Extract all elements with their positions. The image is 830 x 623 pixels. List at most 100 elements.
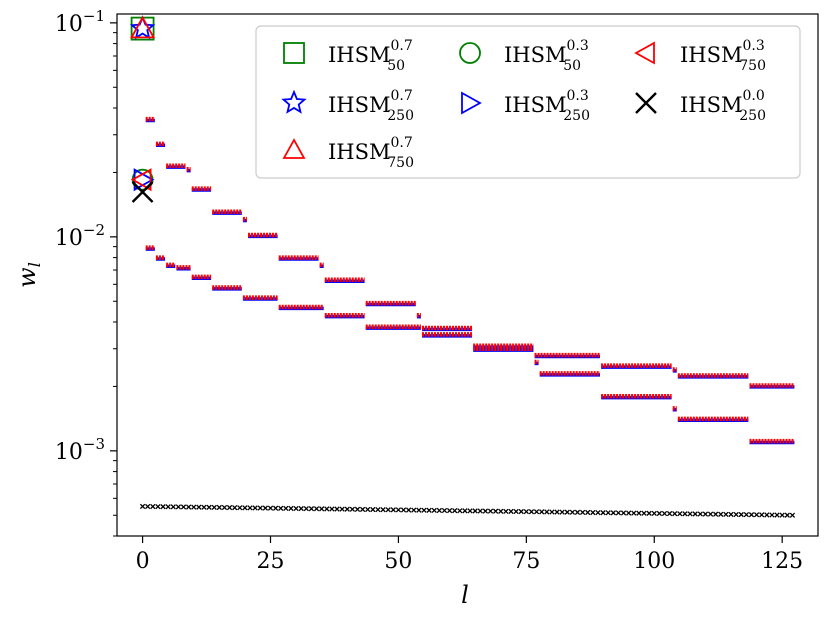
series-2-point-31 xyxy=(298,505,304,512)
series-2-point-114 xyxy=(723,511,729,518)
legend-label-4: IHSM0.3 250 xyxy=(504,88,590,124)
y-tick-label-1: 10−2 xyxy=(55,221,105,251)
series-2-point-35 xyxy=(319,506,325,512)
series-2-point-41 xyxy=(349,506,356,512)
series-2-point-54 xyxy=(416,507,422,513)
series-2-point-28 xyxy=(283,505,289,512)
series-2-point-33 xyxy=(308,506,315,512)
series-2-point-59 xyxy=(441,507,448,514)
series-2-point-106 xyxy=(682,511,688,517)
series-2-point-94 xyxy=(620,510,627,516)
series-2-point-98 xyxy=(641,510,647,516)
series-2-point-101 xyxy=(656,510,663,517)
series-2-point-50 xyxy=(395,507,402,513)
series-2-point-29 xyxy=(288,505,294,512)
series-2-point-121 xyxy=(759,512,765,518)
x-axis-ticks: 0 25 50 75 100 125 xyxy=(136,536,803,574)
series-2-point-16 xyxy=(221,504,228,511)
legend-marker-3 xyxy=(459,42,481,64)
series-2-point-49 xyxy=(390,507,396,513)
series-2-point-79 xyxy=(544,509,550,515)
x-tick-label-2: 50 xyxy=(384,549,412,574)
legend-label-1: IHSM0.7 250 xyxy=(328,88,414,124)
series-2-point-26 xyxy=(272,505,279,511)
series-2-point-60 xyxy=(446,507,453,514)
series-2-point-48 xyxy=(385,507,391,513)
series-2-point-71 xyxy=(503,508,509,515)
series-2-point-22 xyxy=(252,505,258,511)
series-2-point-32 xyxy=(303,505,309,512)
series-2-point-110 xyxy=(702,511,709,517)
series-2-point-66 xyxy=(477,508,483,514)
series-2-point-105 xyxy=(677,511,683,517)
series-2-point-55 xyxy=(421,507,427,513)
series-2-point-97 xyxy=(636,510,642,516)
y-axis-label: wl xyxy=(13,262,44,288)
series-2-point-15 xyxy=(216,504,222,511)
legend-marker-1 xyxy=(281,89,307,114)
series-2-point-74 xyxy=(518,508,524,515)
series-2-point-61 xyxy=(452,507,458,514)
legend-label-0: IHSM0.7 50 xyxy=(328,38,413,74)
series-2-point-103 xyxy=(666,510,673,517)
first-point-triangle-0.7-750 xyxy=(130,15,156,39)
series-2-point-91 xyxy=(605,510,611,516)
series-2-point-113 xyxy=(718,511,724,517)
series-2-point-68 xyxy=(487,508,494,514)
series-2-point-1 xyxy=(145,503,151,510)
series-2-point-87 xyxy=(585,509,591,516)
series-2-point-9 xyxy=(185,504,192,510)
series-2-point-17 xyxy=(226,504,233,511)
series-2-point-23 xyxy=(257,505,263,511)
series-2-point-78 xyxy=(539,509,545,515)
series-2-point-8 xyxy=(180,504,187,510)
series-2-point-83 xyxy=(564,509,570,515)
series-2-point-62 xyxy=(457,508,463,514)
series-2-point-119 xyxy=(748,512,755,518)
first-point-star-0.7-250 xyxy=(129,15,156,40)
x-axis-label: l xyxy=(461,581,469,609)
series-2-point-44 xyxy=(365,506,371,513)
series-2-point-14 xyxy=(211,504,217,511)
series-2-point-5 xyxy=(165,504,171,510)
first-point-x-0.0-250 xyxy=(131,181,154,203)
legend-label-5: IHSM0.0 250 xyxy=(680,88,766,124)
series-2-point-12 xyxy=(201,504,207,510)
series-2-point-57 xyxy=(431,507,437,514)
x-tick-label-0: 0 xyxy=(136,549,150,574)
series-2-point-65 xyxy=(472,508,478,514)
series-2-point-53 xyxy=(411,507,417,513)
series-2-point-112 xyxy=(713,511,719,517)
series-2-point-18 xyxy=(232,505,238,511)
series-2-point-46 xyxy=(375,506,381,513)
series-2-point-56 xyxy=(426,507,432,513)
first-point-triangle-left-0.3-750 xyxy=(130,168,152,192)
first-point-triangle-right-0.3-250 xyxy=(133,168,155,192)
series-2-point-40 xyxy=(344,506,350,512)
series-2-point-24 xyxy=(262,505,269,511)
series-2-point-37 xyxy=(329,506,335,512)
x-tick-label-1: 25 xyxy=(257,549,285,574)
series-2-point-111 xyxy=(707,511,714,517)
series-2-point-0 xyxy=(139,503,146,510)
series-2-point-108 xyxy=(692,511,698,517)
series-2-point-27 xyxy=(278,505,284,511)
series-2-point-124 xyxy=(774,512,780,518)
x-tick-label-3: 75 xyxy=(512,549,540,574)
legend-marker-0 xyxy=(283,42,305,64)
series-2-point-21 xyxy=(247,505,253,511)
y-tick-label-2: 10−1 xyxy=(55,7,105,37)
series-2-point-109 xyxy=(697,511,703,517)
series-2-point-43 xyxy=(359,506,366,513)
legend-label-2: IHSM0.7 750 xyxy=(328,135,414,171)
series-2-point-120 xyxy=(753,512,760,518)
legend-box xyxy=(255,25,801,179)
series-2-point-96 xyxy=(631,510,637,516)
series-2-point-89 xyxy=(595,509,601,516)
legend-label-6: IHSM0.3 750 xyxy=(680,38,766,74)
series-2-point-122 xyxy=(764,512,770,518)
series-2-point-107 xyxy=(687,511,693,517)
series-2-point-30 xyxy=(293,505,299,512)
legend: IHSM0.7 50 IHSM0.7 250 IHSM0.7 750 IHSM0.3 50 IH… xyxy=(255,25,801,179)
series-2-point-126 xyxy=(784,512,790,518)
